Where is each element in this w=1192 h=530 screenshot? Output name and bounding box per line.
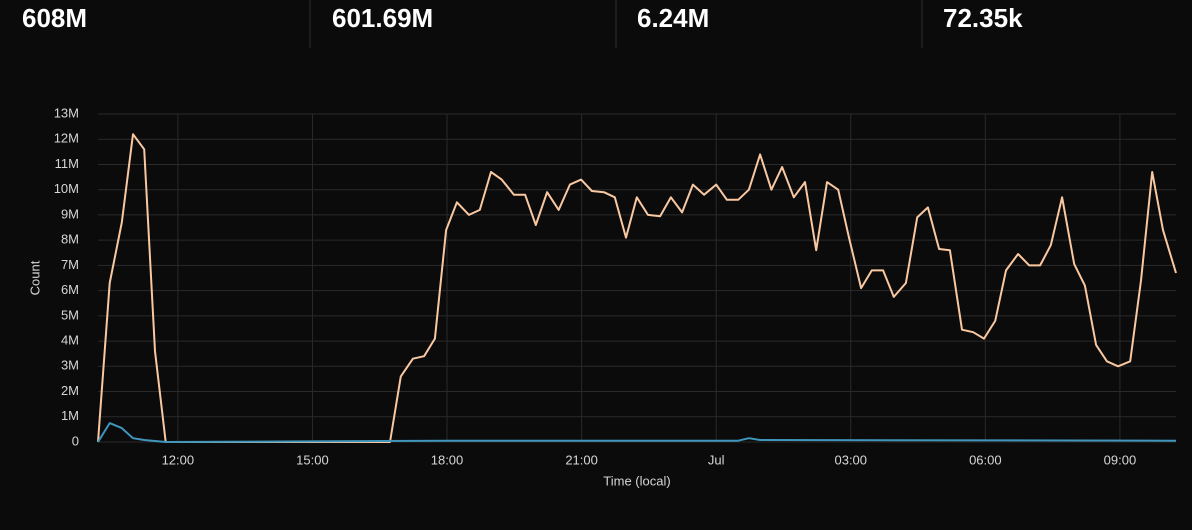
y-tick-label: 6M [61,282,79,297]
stat-value: 6.24M [637,3,709,33]
y-tick-label: 7M [61,257,79,272]
x-tick-label: 15:00 [296,452,329,467]
line [97,133,1177,443]
stat-value: 601.69M [332,3,433,33]
x-tick-label: 21:00 [565,452,598,467]
y-tick-label: 2M [61,383,79,398]
x-tick-label: 12:00 [162,452,195,467]
x-tick-label: 03:00 [834,452,867,467]
y-tick-label: 1M [61,408,79,423]
x-tick-label: 18:00 [431,452,464,467]
y-tick-label: 0 [72,433,79,448]
y-tick-label: 4M [61,333,79,348]
plot: 0 1M 2M 3M 4M 5M 6M 7M 8M 9M 10M 11M 12M 13M 12:00 15:0… [54,105,1177,467]
y-tick-label: 5M [61,307,79,322]
y-tick-label: 11M [55,156,79,171]
x-tick-label: 06:00 [969,452,1002,467]
y-tick-label: 8M [61,232,79,247]
stat-value: 608M [22,3,87,33]
x-axis-label: Time (local) [603,473,670,488]
y-tick-label: 9M [61,206,79,221]
y-tick-label: 3M [61,358,79,373]
y-axis-label: Count [27,260,42,295]
x-tick-label: Jul [708,452,725,467]
y-tick-label: 10M [54,181,79,196]
line [97,422,1177,443]
stat-value: 72.35k [943,3,1023,33]
y-tick-label: 12M [54,131,79,146]
y-tick-label: 13M [54,105,79,120]
x-tick-label: 09:00 [1104,452,1137,467]
